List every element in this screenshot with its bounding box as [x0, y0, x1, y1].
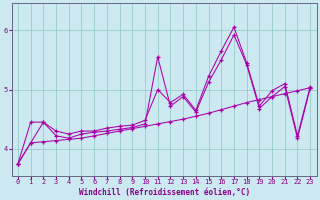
X-axis label: Windchill (Refroidissement éolien,°C): Windchill (Refroidissement éolien,°C)	[78, 188, 250, 197]
